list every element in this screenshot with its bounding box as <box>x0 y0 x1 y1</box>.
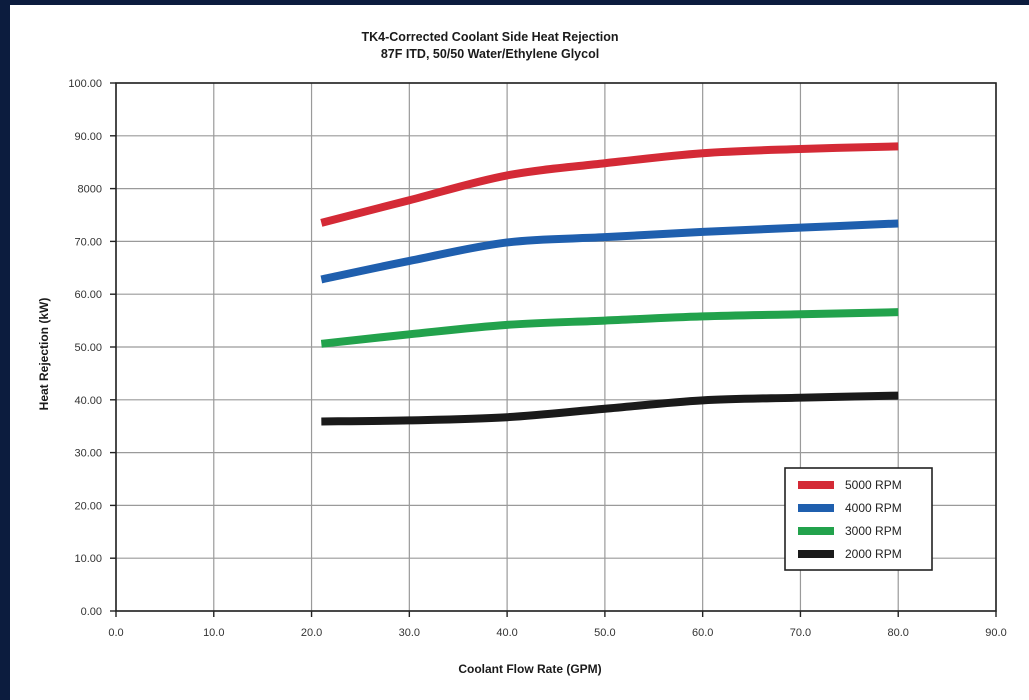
y-tick-label: 90.00 <box>74 131 102 143</box>
legend-label-2000-rpm: 2000 RPM <box>845 547 902 561</box>
y-axis-label: Heat Rejection (kW) <box>37 298 51 411</box>
tick-labels: 0.0 10.0 20.0 30.0 40.0 50.0 60.0 70.0 80.0 90.00… <box>68 78 1006 639</box>
x-axis-label: Coolant Flow Rate (GPM) <box>458 662 601 676</box>
x-tick-label: 70.0 <box>790 627 811 639</box>
x-tick-label: 0.0 <box>108 627 123 639</box>
y-tick-label: 100.00 <box>68 78 102 90</box>
x-tick-label: 10.0 <box>203 627 224 639</box>
chart-card <box>10 5 1029 700</box>
series-line-5000-rpm <box>320 142 899 227</box>
legend-label-4000-rpm: 4000 RPM <box>845 501 902 515</box>
legend: 5000 RPM 4000 RPM 3000 RPM 2000 RPM <box>784 467 933 571</box>
x-tick-label: 30.0 <box>399 627 420 639</box>
chart-title: TK4-Corrected Coolant Side Heat Rejectio… <box>362 30 619 44</box>
y-tick-label: 30.00 <box>74 448 102 460</box>
plot-frame <box>115 82 997 612</box>
y-tick-label: 10.00 <box>74 553 102 565</box>
x-tick-label: 90.0 <box>985 627 1006 639</box>
y-tick-label: 40.00 <box>74 395 102 407</box>
series-line-2000-rpm <box>321 391 899 426</box>
chart-subtitle: 87F ITD, 50/50 Water/Ethylene Glycol <box>381 47 599 61</box>
y-tick-label: 70.00 <box>74 236 102 248</box>
series-line-4000-rpm <box>320 219 899 284</box>
x-tick-label: 20.0 <box>301 627 322 639</box>
legend-label-3000-rpm: 3000 RPM <box>845 524 902 538</box>
x-tick-label: 50.0 <box>594 627 615 639</box>
x-tick-label: 40.0 <box>496 627 517 639</box>
x-tick-label: 60.0 <box>692 627 713 639</box>
y-tick-label: 0.00 <box>81 606 102 618</box>
y-tick-label: 8000 <box>78 184 102 196</box>
series-line-3000-rpm <box>320 308 899 348</box>
y-tick-label: 60.00 <box>74 289 102 301</box>
legend-label-5000-rpm: 5000 RPM <box>845 478 902 492</box>
x-tick-label: 80.0 <box>888 627 909 639</box>
y-tick-label: 20.00 <box>74 500 102 512</box>
y-tick-label: 50.00 <box>74 342 102 354</box>
series-lines <box>320 142 899 426</box>
grid <box>110 82 997 617</box>
